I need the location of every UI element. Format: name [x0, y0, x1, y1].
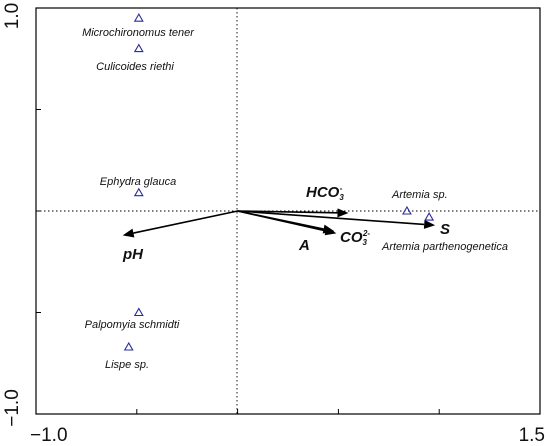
vector-a-arrowhead: [322, 224, 335, 234]
y-tick-label: 1.0: [2, 3, 23, 29]
vector-ph-arrowhead: [122, 228, 135, 238]
y-tick-label: −1.0: [2, 389, 23, 427]
environment-vectors: HCO3- CO32- A SpH: [122, 184, 450, 263]
species-marker-artemia-parth: [424, 211, 435, 221]
species-label-culicoides: Culicoides riethi: [96, 61, 174, 73]
vector-hco3-line: [237, 210, 338, 214]
vector-ph-line: [133, 210, 238, 234]
vector-co3-label: CO32-: [340, 229, 370, 247]
vector-hco3-arrowhead: [337, 208, 349, 218]
species-label-microchironomus: Microchironomus tener: [82, 27, 195, 39]
species-marker-microchironomus: [133, 13, 144, 22]
axis-ticks: −1.0 1.5 1.0 −1.0: [2, 3, 545, 446]
vector-hco3-label: HCO3-: [306, 184, 344, 202]
species-marker-ephydra: [133, 187, 144, 197]
vector-a-line: [237, 210, 324, 230]
species-label-lispe: Lispe sp.: [105, 359, 149, 371]
species-label-palpomyia: Palpomyia schmidti: [85, 319, 180, 331]
species-marker-palpomyia: [133, 307, 144, 317]
species-points: Microchironomus tener Culicoides riethi Ep…: [82, 13, 508, 371]
vector-s-arrowhead: [423, 219, 436, 229]
species-label-ephydra: Ephydra glauca: [100, 176, 176, 188]
species-marker-artemia-sp: [401, 205, 412, 215]
vector-s-line: [237, 210, 425, 226]
species-marker-lispe: [123, 341, 134, 351]
species-marker-culicoides: [133, 43, 144, 53]
x-tick-label: −1.0: [30, 425, 68, 446]
vector-s-label: S: [440, 221, 450, 238]
vector-a-label: A: [298, 237, 310, 254]
species-label-artemia-parth: Artemia parthenogenetica: [381, 241, 508, 253]
species-label-artemia-sp: Artemia sp.: [391, 189, 448, 201]
x-tick-label: 1.5: [519, 425, 545, 446]
vector-ph-label: pH: [122, 246, 144, 263]
